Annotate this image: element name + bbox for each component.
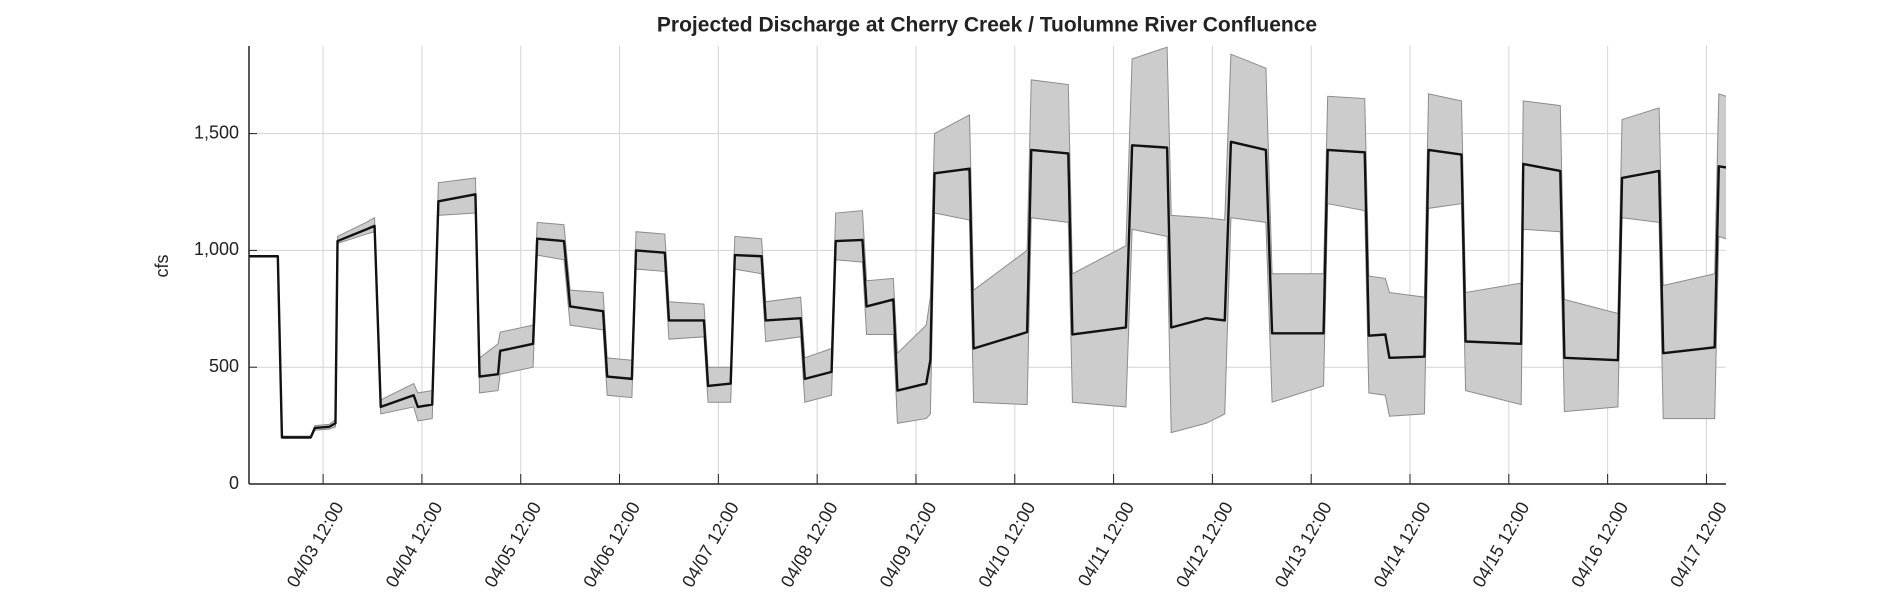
y-tick-label: 1,000 [194, 239, 239, 259]
x-tick-label: 04/11 12:00 [1074, 498, 1138, 589]
x-tick-label: 04/09 12:00 [876, 498, 941, 590]
x-tick-label: 04/17 12:00 [1666, 498, 1731, 590]
x-tick-label: 04/05 12:00 [480, 498, 545, 590]
x-tick-label: 04/04 12:00 [382, 498, 447, 590]
x-tick-label: 04/15 12:00 [1469, 498, 1534, 590]
y-axis-label: cfs [152, 254, 172, 277]
x-tick-label: 04/07 12:00 [678, 498, 743, 590]
x-tick-label: 04/10 12:00 [974, 498, 1039, 590]
x-tick-label: 04/14 12:00 [1370, 498, 1435, 590]
uncertainty-band [249, 47, 1726, 439]
x-tick-label: 04/13 12:00 [1271, 498, 1336, 590]
y-tick-label: 500 [209, 356, 239, 376]
discharge-line [249, 140, 1727, 439]
y-tick-label: 1,500 [194, 122, 239, 142]
y-tick-label: 0 [229, 473, 239, 493]
x-tick-label: 04/03 12:00 [283, 498, 348, 590]
x-tick-label: 04/12 12:00 [1172, 498, 1237, 590]
x-tick-label: 04/06 12:00 [579, 498, 644, 590]
x-tick-label: 04/16 12:00 [1567, 498, 1632, 590]
x-tick-label: 04/08 12:00 [777, 498, 842, 590]
chart-title: Projected Discharge at Cherry Creek / Tu… [657, 14, 1317, 37]
